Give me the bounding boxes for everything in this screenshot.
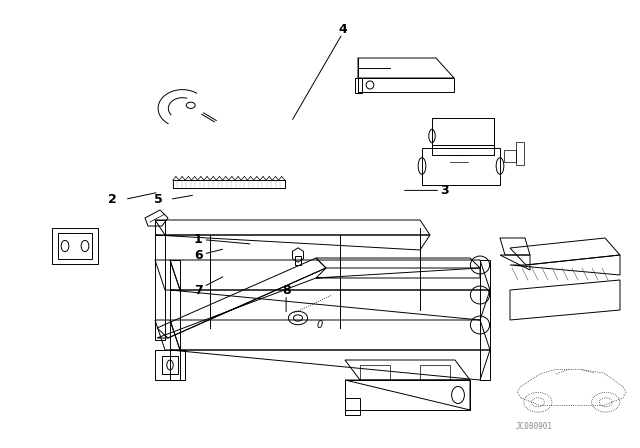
- Text: 3: 3: [440, 184, 449, 197]
- Text: 8: 8: [282, 284, 291, 297]
- Text: 7: 7: [194, 284, 203, 297]
- Text: 4: 4: [338, 22, 347, 36]
- Text: 2: 2: [108, 193, 116, 206]
- Text: 0: 0: [317, 320, 323, 330]
- Text: JC080901: JC080901: [516, 422, 553, 431]
- Text: 5: 5: [154, 193, 163, 206]
- Text: 6: 6: [194, 249, 203, 262]
- Text: 1: 1: [194, 233, 203, 246]
